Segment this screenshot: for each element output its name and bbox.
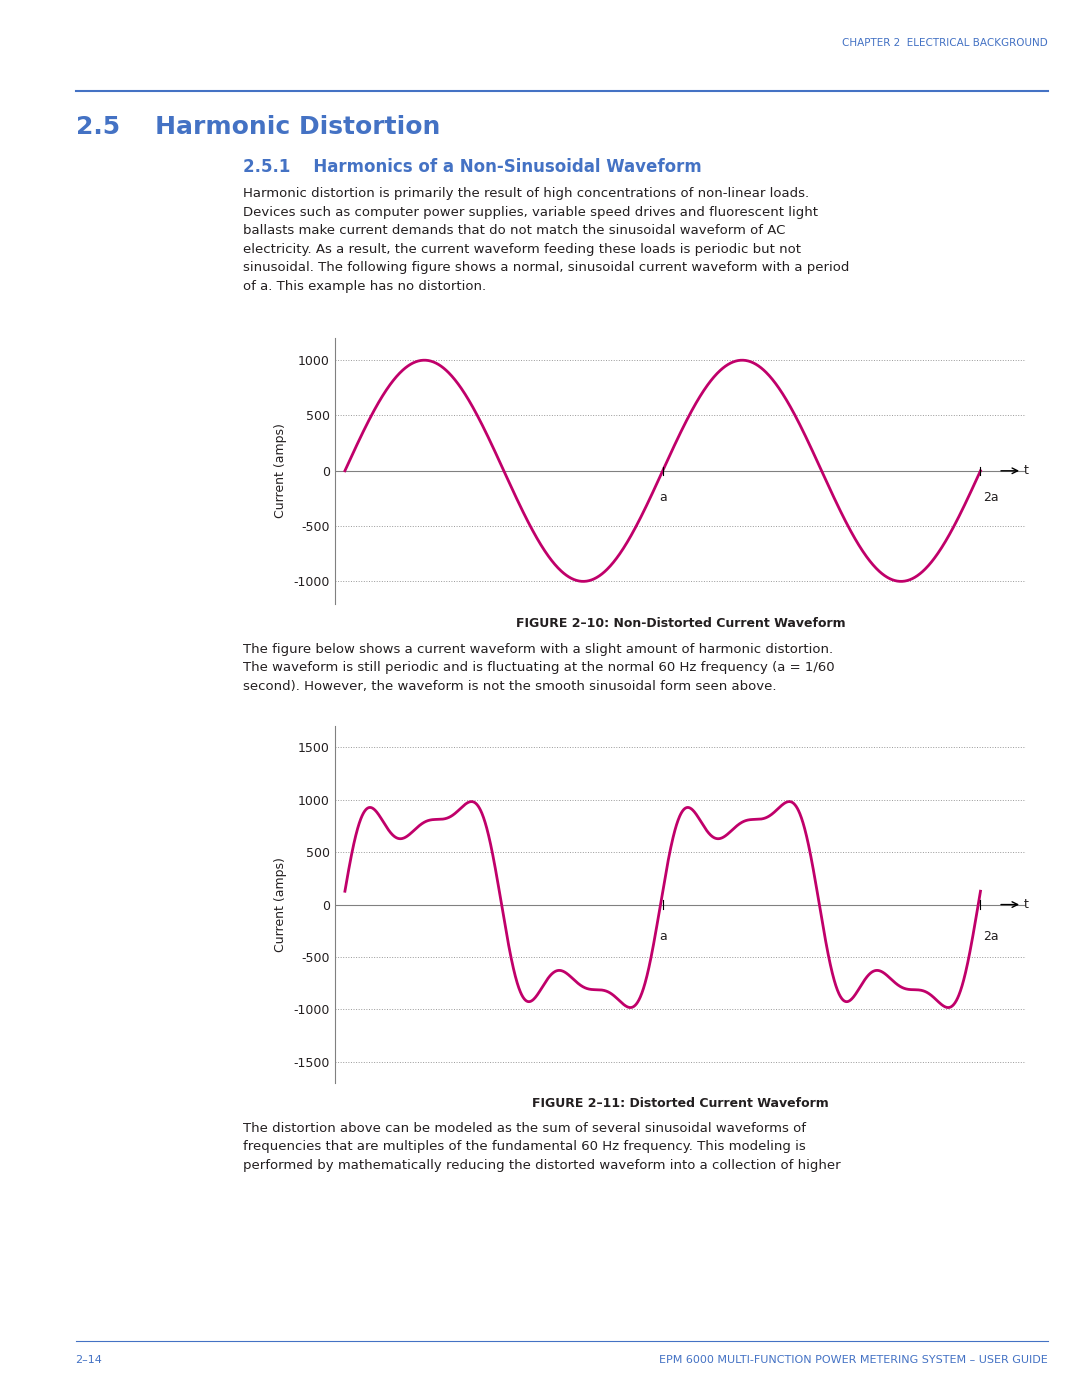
Text: FIGURE 2–11: Distorted Current Waveform: FIGURE 2–11: Distorted Current Waveform: [532, 1097, 828, 1109]
Y-axis label: Current (amps): Current (amps): [273, 858, 286, 951]
Text: 2.5.1    Harmonics of a Non-Sinusoidal Waveform: 2.5.1 Harmonics of a Non-Sinusoidal Wave…: [243, 158, 702, 176]
Text: CHAPTER 2  ELECTRICAL BACKGROUND: CHAPTER 2 ELECTRICAL BACKGROUND: [841, 38, 1048, 47]
Text: FIGURE 2–10: Non-Distorted Current Waveform: FIGURE 2–10: Non-Distorted Current Wavef…: [515, 617, 846, 630]
Text: 2a: 2a: [983, 492, 999, 504]
Text: t: t: [1024, 898, 1029, 911]
Y-axis label: Current (amps): Current (amps): [273, 423, 286, 518]
Text: t: t: [1024, 464, 1029, 478]
Text: The figure below shows a current waveform with a slight amount of harmonic disto: The figure below shows a current wavefor…: [243, 643, 835, 693]
Text: Harmonic distortion is primarily the result of high concentrations of non-linear: Harmonic distortion is primarily the res…: [243, 187, 849, 293]
Text: EPM 6000 MULTI-FUNCTION POWER METERING SYSTEM – USER GUIDE: EPM 6000 MULTI-FUNCTION POWER METERING S…: [659, 1355, 1048, 1365]
Text: The distortion above can be modeled as the sum of several sinusoidal waveforms o: The distortion above can be modeled as t…: [243, 1122, 840, 1172]
Text: a: a: [659, 492, 666, 504]
Text: 2a: 2a: [983, 930, 999, 943]
Text: 2–14: 2–14: [76, 1355, 103, 1365]
Text: a: a: [659, 930, 666, 943]
Text: 2.5    Harmonic Distortion: 2.5 Harmonic Distortion: [76, 115, 440, 138]
